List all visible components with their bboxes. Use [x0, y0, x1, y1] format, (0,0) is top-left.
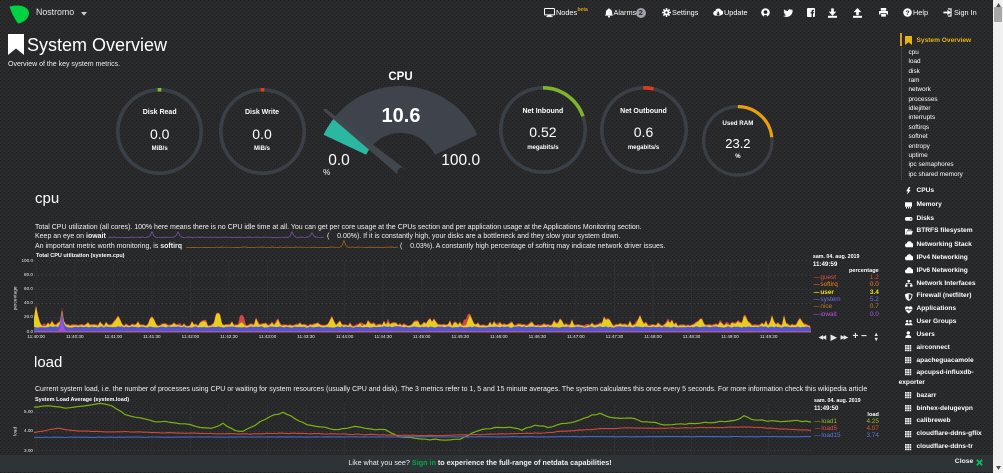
- svg-text:?: ?: [905, 9, 909, 16]
